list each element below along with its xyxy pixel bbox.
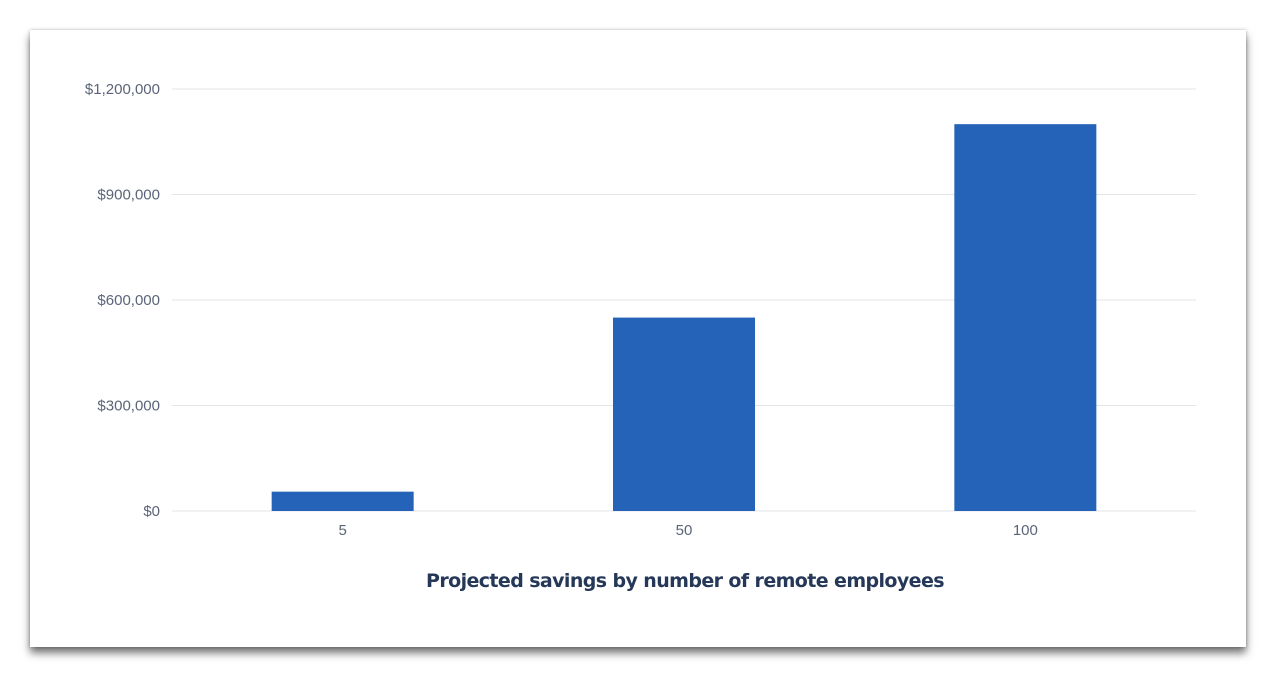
y-tick-label: $600,000 [97, 292, 160, 309]
bar-5[interactable] [271, 491, 414, 511]
y-axis: $0 $300,000 $600,000 $900,000 $1,200,000 [85, 81, 160, 520]
y-tick-label: $1,200,000 [85, 81, 160, 98]
bar-50[interactable] [613, 317, 755, 511]
x-tick-label: 5 [338, 522, 346, 539]
y-tick-label: $300,000 [97, 398, 160, 415]
bars [271, 124, 1097, 512]
x-axis: 5 50 100 [338, 522, 1037, 539]
y-tick-label: $900,000 [97, 187, 160, 204]
y-tick-label: $0 [143, 503, 160, 520]
x-tick-label: 100 [1013, 522, 1038, 539]
chart-title: Projected savings by number of remote em… [426, 570, 944, 592]
bar-100[interactable] [954, 124, 1097, 512]
x-tick-label: 50 [676, 522, 693, 539]
